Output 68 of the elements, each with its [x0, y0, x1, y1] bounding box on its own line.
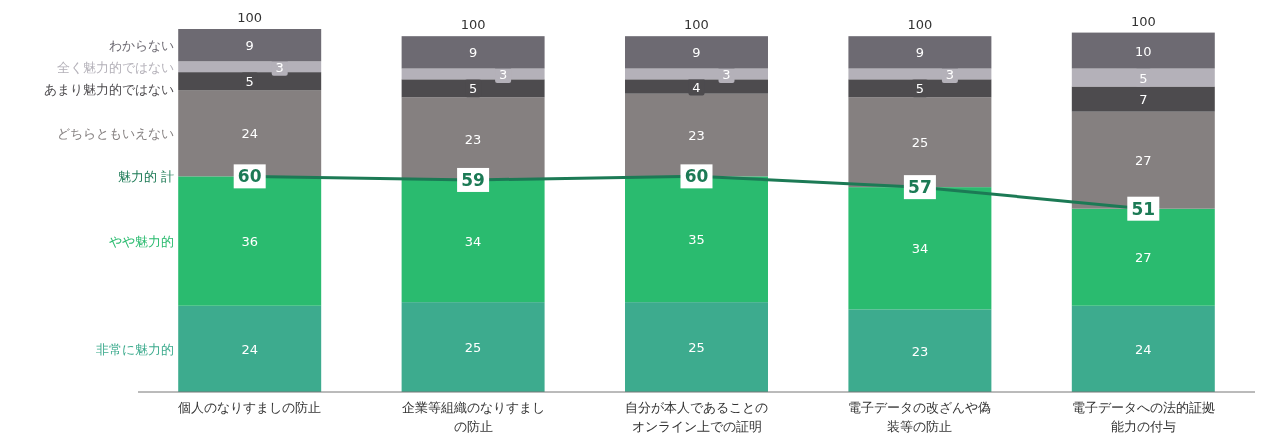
- data-label: 3: [945, 66, 955, 82]
- bar: [178, 29, 322, 62]
- x-tick-label: 自分が本人であることのオンライン上での証明: [625, 400, 768, 434]
- data-label: 27: [1135, 250, 1152, 266]
- data-label: 25: [464, 340, 482, 356]
- data-label: 3: [275, 59, 284, 75]
- total-label: 100: [907, 17, 933, 33]
- bar: [625, 36, 768, 69]
- data-label: 10: [1135, 43, 1152, 59]
- x-tick-label: 個人のなりすましの防止: [178, 400, 322, 415]
- x-tick-label: 企業等組織のなりすましの防止: [401, 400, 545, 434]
- total-label: 100: [1130, 13, 1156, 29]
- series-label: どちらともいえない: [57, 126, 175, 142]
- data-label: 5: [1139, 70, 1148, 86]
- data-label: 36: [241, 234, 258, 250]
- data-label: 7: [1139, 92, 1148, 108]
- data-label: 25: [911, 135, 929, 151]
- bar: [1071, 86, 1215, 112]
- data-label: 9: [692, 45, 701, 61]
- x-tick-label: 電子データへの法的証拠能力の付与: [1071, 400, 1215, 434]
- text: 魅力的 計: [118, 169, 175, 185]
- data-label: 60: [684, 166, 709, 187]
- data-label: 24: [241, 341, 258, 357]
- bar: [178, 305, 322, 392]
- data-label: 23: [688, 128, 705, 144]
- data-label: 24: [1135, 341, 1152, 357]
- data-label: 34: [911, 241, 929, 257]
- data-label: 9: [915, 45, 925, 61]
- data-label: 9: [245, 38, 254, 54]
- bar: [401, 302, 545, 392]
- series-label: わからない: [109, 38, 175, 54]
- total-label: 100: [237, 10, 263, 25]
- data-label: 51: [1131, 198, 1156, 219]
- bar: [401, 36, 545, 69]
- bar: [625, 79, 768, 94]
- bar: [1071, 305, 1215, 392]
- series-label: あまり魅力的ではない: [44, 82, 175, 98]
- total-label: 100: [460, 17, 486, 33]
- bar: [178, 72, 322, 91]
- data-label: 25: [688, 340, 705, 356]
- x-tick-label: 電子データの改ざんや偽装等の防止: [848, 400, 992, 434]
- data-label: 5: [245, 74, 254, 90]
- bar: [848, 309, 992, 392]
- bar: [401, 79, 545, 98]
- data-label: 3: [498, 66, 508, 82]
- data-label: 35: [688, 232, 705, 248]
- data-label: 23: [464, 131, 482, 147]
- data-label: 9: [468, 45, 478, 61]
- data-label: 60: [237, 166, 262, 187]
- data-label: 34: [464, 234, 482, 250]
- series-label: 非常に魅力的: [96, 341, 175, 357]
- data-label: 5: [915, 81, 925, 97]
- series-label: 全く魅力的ではない: [57, 60, 175, 76]
- data-label: 59: [461, 169, 485, 190]
- data-label: 23: [911, 343, 929, 359]
- data-label: 57: [908, 177, 932, 198]
- bar: [1071, 32, 1215, 69]
- bar: [848, 36, 992, 69]
- total-label: 100: [684, 17, 709, 33]
- bar: [625, 302, 768, 392]
- series-label: やや魅力的: [109, 234, 175, 250]
- bar: [848, 79, 992, 98]
- data-label: 24: [241, 126, 258, 142]
- data-label: 5: [468, 81, 478, 97]
- data-label: 27: [1135, 153, 1152, 169]
- data-label: 4: [692, 79, 701, 95]
- bar: [1071, 68, 1215, 87]
- data-label: 3: [722, 66, 731, 82]
